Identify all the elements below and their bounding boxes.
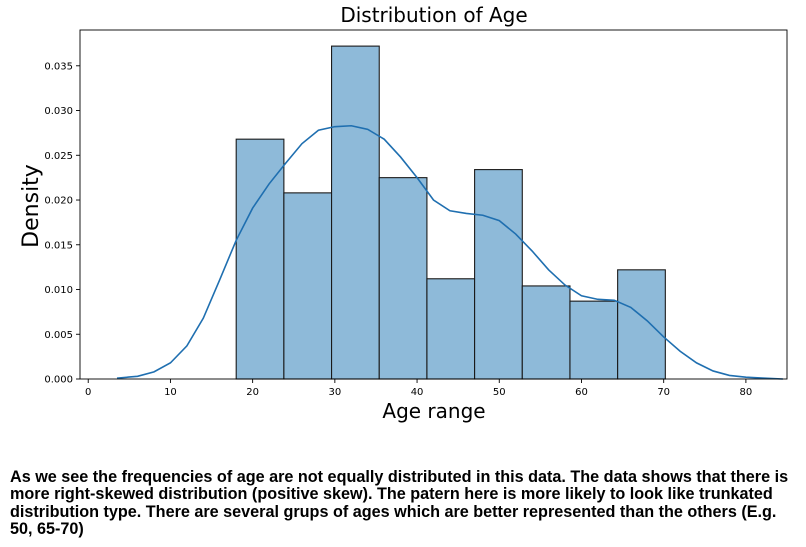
analysis-caption: As we see the frequencies of age are not… xyxy=(10,468,789,539)
histogram-bar-1 xyxy=(235,138,285,380)
y-tick-label: 0.035 xyxy=(44,61,73,72)
y-axis-ticks: 0.000 0.005 0.010 0.015 0.020 0.025 0.030 0.035 xyxy=(44,61,80,386)
x-tick-label: 60 xyxy=(575,387,588,398)
plot-frame xyxy=(79,29,788,380)
histogram-bar-2 xyxy=(283,192,333,380)
x-axis-ticks: 0 10 20 30 40 50 60 70 80 xyxy=(85,379,752,398)
histogram-bar-8 xyxy=(569,300,619,380)
x-tick-label: 80 xyxy=(740,387,753,398)
histogram-chart: Distribution of Age Density Age range 0.… xyxy=(19,3,788,423)
x-tick-label: 10 xyxy=(164,387,177,398)
x-tick-label: 20 xyxy=(246,387,259,398)
y-tick-label: 0.025 xyxy=(44,151,73,162)
chart-title: Distribution of Age xyxy=(340,3,527,27)
histogram-bars xyxy=(235,45,666,380)
x-tick-label: 50 xyxy=(493,387,506,398)
y-axis-label: Density xyxy=(19,164,44,248)
x-tick-label: 0 xyxy=(85,387,91,398)
histogram-bar-6 xyxy=(474,169,523,380)
histogram-bar-4 xyxy=(378,177,428,380)
y-tick-label: 0.005 xyxy=(44,330,73,341)
y-tick-label: 0.015 xyxy=(44,240,73,251)
y-tick-label: 0.020 xyxy=(44,196,73,207)
x-tick-label: 30 xyxy=(328,387,341,398)
y-tick-label: 0.010 xyxy=(44,285,73,296)
x-tick-label: 70 xyxy=(657,387,670,398)
histogram-bar-3 xyxy=(331,45,380,380)
x-axis-label: Age range xyxy=(382,399,485,423)
histogram-bar-9 xyxy=(617,269,666,380)
y-tick-label: 0.030 xyxy=(44,106,73,117)
histogram-bar-7 xyxy=(521,285,571,380)
y-tick-label: 0.000 xyxy=(44,375,73,386)
kde-curve xyxy=(116,124,783,380)
histogram-bar-5 xyxy=(426,278,476,380)
x-tick-label: 40 xyxy=(411,387,424,398)
